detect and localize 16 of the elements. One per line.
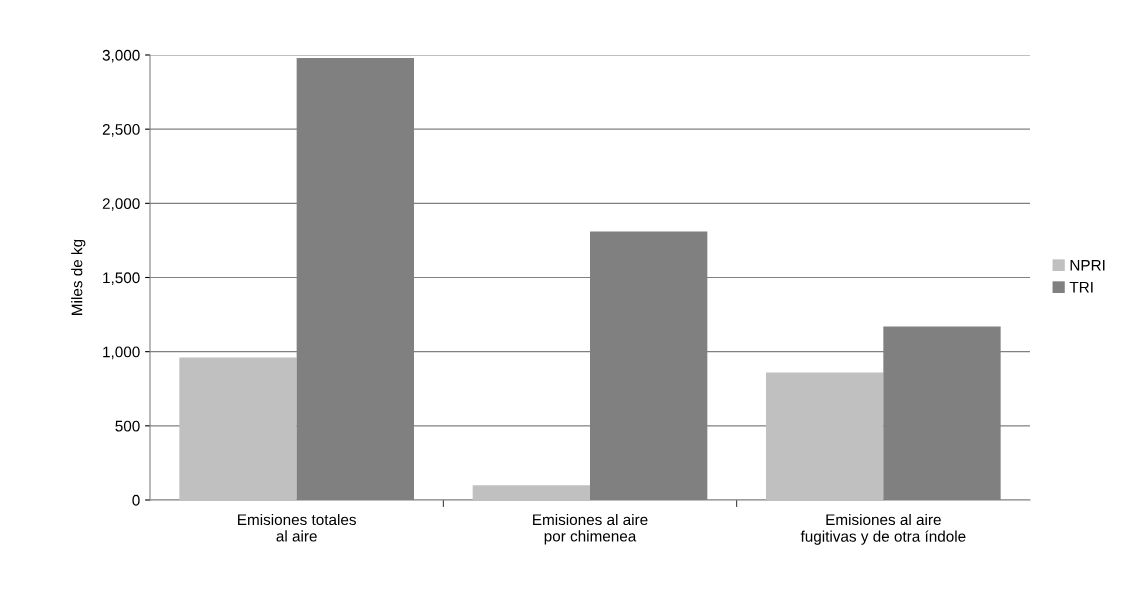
y-tick-label: 2,500 <box>102 124 140 137</box>
x-tick-label: Emisiones totales al aire <box>238 513 356 542</box>
y-tick-label: 1,000 <box>103 346 140 360</box>
y-tick-label: 0 <box>132 494 140 506</box>
bar <box>472 485 590 500</box>
x-tick-label: Emisiones al aire por chimenea <box>533 513 648 545</box>
legend-label: NPRI <box>1070 260 1105 271</box>
y-axis-title: Miles de kg <box>71 239 86 315</box>
bar <box>179 357 297 500</box>
y-tick-label: 2,000 <box>102 198 140 211</box>
bar <box>766 372 884 500</box>
y-tick-label: 500 <box>115 420 140 432</box>
y-tick-label: 1,500 <box>103 272 140 285</box>
x-tick-label: Emisiones al aire fugitivas y de otra índole <box>800 513 966 545</box>
y-tick-label: 3,000 <box>102 49 140 63</box>
legend-label: TRI <box>1069 281 1093 293</box>
